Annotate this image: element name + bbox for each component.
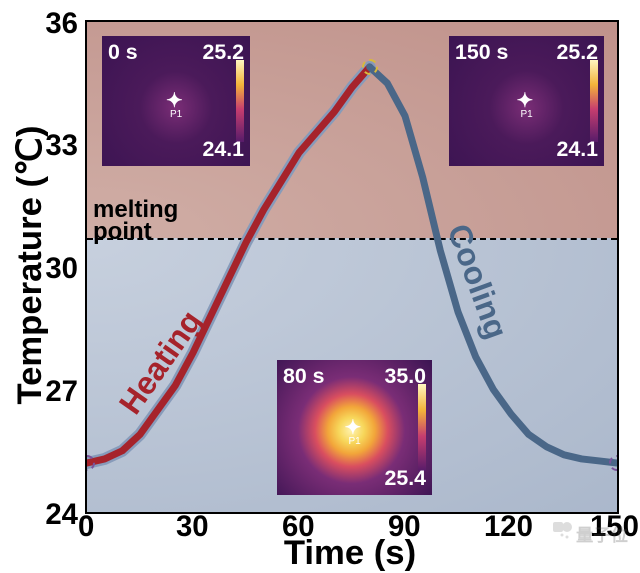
colorbar	[236, 60, 244, 142]
xtick-30: 30	[176, 510, 209, 544]
xtick-90: 90	[388, 510, 421, 544]
colorbar	[590, 60, 598, 142]
ytick-36: 36	[45, 7, 78, 41]
inset-cbar-max: 35.0	[384, 364, 426, 389]
inset-time: 150 s	[455, 40, 508, 65]
thermal-inset-inset150: 150 s 25.2 24.1 ✦P1	[449, 36, 604, 166]
plot-area: melting point Heating Cooling 0 s25.224.…	[85, 20, 619, 514]
marker-cross-icon: ✦	[345, 418, 362, 438]
inset-cbar-max: 25.2	[202, 40, 244, 65]
endpoint-peak	[362, 59, 378, 75]
ytick-33: 33	[45, 129, 78, 163]
inset-cbar-max: 25.2	[556, 40, 598, 65]
marker-cross-icon: ✦	[166, 91, 183, 111]
inset-time: 80 s	[283, 364, 325, 389]
inset-cbar-min: 25.4	[384, 466, 426, 491]
endpoint-end	[609, 455, 619, 471]
y-axis-label: Temperature (℃)	[10, 65, 50, 465]
watermark-icon	[550, 517, 574, 546]
inset-cbar-min: 24.1	[202, 137, 244, 162]
xtick-120: 120	[484, 510, 533, 544]
ytick-24: 24	[45, 498, 78, 532]
inset-time: 0 s	[108, 40, 138, 65]
x-axis-label: Time (s)	[85, 534, 615, 573]
watermark-text: 量子位	[576, 521, 628, 546]
marker-label: P1	[349, 436, 361, 447]
xtick-0: 0	[78, 510, 94, 544]
marker-label: P1	[170, 109, 182, 120]
marker-cross-icon: ✦	[517, 91, 534, 111]
melting-label-2: point	[93, 220, 152, 244]
inset-cbar-min: 24.1	[556, 137, 598, 162]
marker-label: P1	[521, 109, 533, 120]
colorbar	[418, 384, 426, 471]
xtick-60: 60	[282, 510, 315, 544]
ytick-30: 30	[45, 252, 78, 286]
thermal-inset-inset0: 0 s 25.2 24.1 ✦P1	[102, 36, 250, 166]
ytick-27: 27	[45, 375, 78, 409]
thermal-inset-inset80: 80 s 35.0 25.4 ✦P1	[277, 360, 432, 495]
